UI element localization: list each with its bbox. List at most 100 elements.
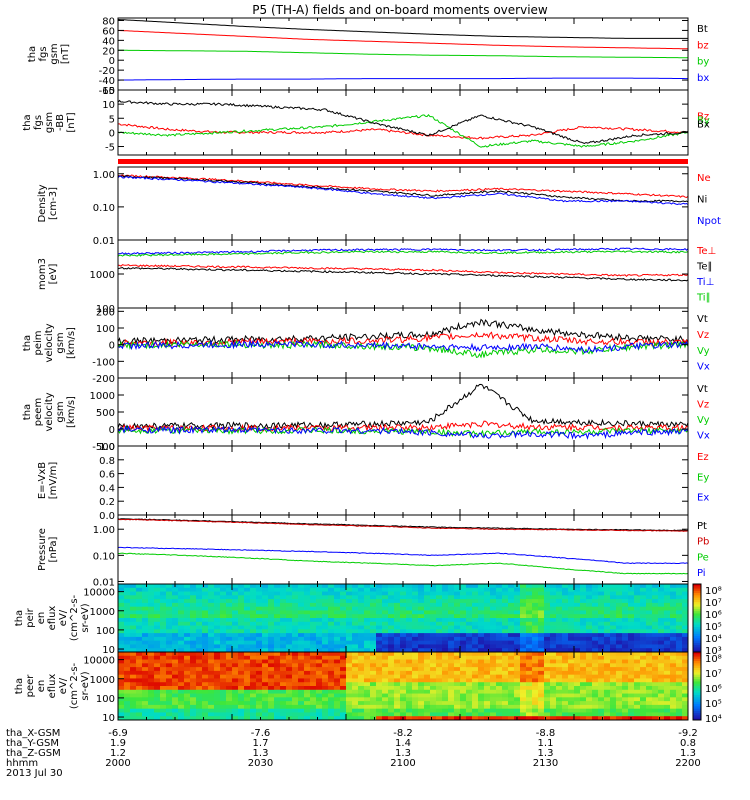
spectrogram-cell [226,640,233,645]
spectrogram-cell [424,629,431,634]
spectrogram-cell [328,682,335,687]
spectrogram-cell [118,663,125,668]
spectrogram-cell [568,704,575,710]
spectrogram-cell [664,659,671,664]
spectrogram-cell [172,708,179,713]
spectrogram-cell [640,648,647,653]
spectrogram-cell [346,606,353,611]
spectrogram-cell [532,644,539,649]
spectrogram-cell [418,708,425,713]
y-tick-label: 1000 [90,391,115,402]
legend-label: Ne [697,173,711,184]
spectrogram-cell [256,636,263,642]
spectrogram-cell [232,591,239,596]
spectrogram-cell [538,610,545,615]
spectrogram-cell [652,633,659,638]
spectrogram-cell [340,599,347,604]
spectrogram-cell [586,602,593,608]
spectrogram-cell [322,663,329,668]
spectrogram-cell [526,704,533,710]
spectrogram-cell [658,693,665,698]
spectrogram-cell [382,618,389,623]
spectrogram-cell [526,686,533,691]
spectrogram-cell [670,640,677,645]
spectrogram-cell [460,614,467,619]
spectrogram-cell [436,614,443,619]
series-line-Te⊥ [117,264,689,277]
spectrogram-cell [256,682,263,687]
y-axis-label: [nT] [60,44,71,64]
spectrogram-cell [160,667,167,672]
spectrogram-cell [424,674,431,679]
spectrogram-cell [244,606,251,611]
spectrogram-cell [280,633,287,638]
spectrogram-cell [250,606,257,611]
spectrogram-cell [424,704,431,710]
spectrogram-cell [448,610,455,615]
spectrogram-cell [676,648,683,653]
spectrogram-cell [670,618,677,623]
spectrogram-cell [556,621,563,626]
spectrogram-cell [448,708,455,713]
spectrogram-cell [466,689,473,694]
spectrogram-cell [424,625,431,630]
spectrogram-cell [322,648,329,653]
spectrogram-cell [250,610,257,615]
spectrogram-cell [250,693,257,698]
spectrogram-cell [568,693,575,698]
spectrogram-cell [184,667,191,672]
spectrogram-cell [388,584,395,589]
spectrogram-cell [358,599,365,604]
y-tick-label: 100 [96,694,115,705]
spectrogram-cell [484,659,491,664]
spectrogram-cell [322,618,329,623]
spectrogram-cell [364,697,371,702]
spectrogram-cell [172,667,179,672]
spectrogram-cell [670,610,677,615]
spectrogram-cell [646,697,653,702]
y-tick-label: 0.2 [99,497,115,508]
spectrogram-cell [652,689,659,694]
spectrogram-cell [316,591,323,596]
spectrogram-cell [328,595,335,600]
spectrogram-cell [520,674,527,679]
spectrogram-cell [376,591,383,596]
spectrogram-cell [592,595,599,600]
ephemeris-row-label: hhmm [6,758,38,769]
spectrogram-cell [424,693,431,698]
spectrogram-cell [262,640,269,645]
panel-frame [117,377,689,447]
y-tick-label: 100 [96,304,115,315]
spectrogram-cell [406,670,413,676]
spectrogram-cell [118,678,125,683]
spectrogram-cell [226,633,233,638]
spectrogram-cell [394,640,401,645]
spectrogram-cell [616,587,623,592]
spectrogram-cell [316,652,323,657]
spectrogram-cell [130,686,137,691]
spectrogram-cell [322,625,329,630]
spectrogram-cell [652,606,659,611]
spectrogram-cell [328,663,335,668]
spectrogram-cell [262,644,269,649]
y-tick-label: -40 [99,76,115,87]
spectrogram-cell [340,663,347,668]
spectrogram-cell [640,610,647,615]
spectrogram-cell [340,595,347,600]
spectrogram-cell [148,659,155,664]
spectrogram-cell [256,652,263,657]
spectrogram-cell [442,689,449,694]
spectrogram-cell [208,599,215,604]
spectrogram-cell [382,689,389,694]
spectrogram-cell [652,587,659,592]
spectrogram-cell [358,602,365,608]
spectrogram-cell [244,667,251,672]
spectrogram-cell [280,629,287,634]
y-axis-label: tha [14,610,25,626]
spectrogram-cell [358,644,365,649]
spectrogram-cell [286,602,293,608]
spectrogram-cell [514,701,521,706]
spectrogram-cell [292,584,299,589]
spectrogram-cell [142,655,149,660]
spectrogram-cell [346,602,353,608]
